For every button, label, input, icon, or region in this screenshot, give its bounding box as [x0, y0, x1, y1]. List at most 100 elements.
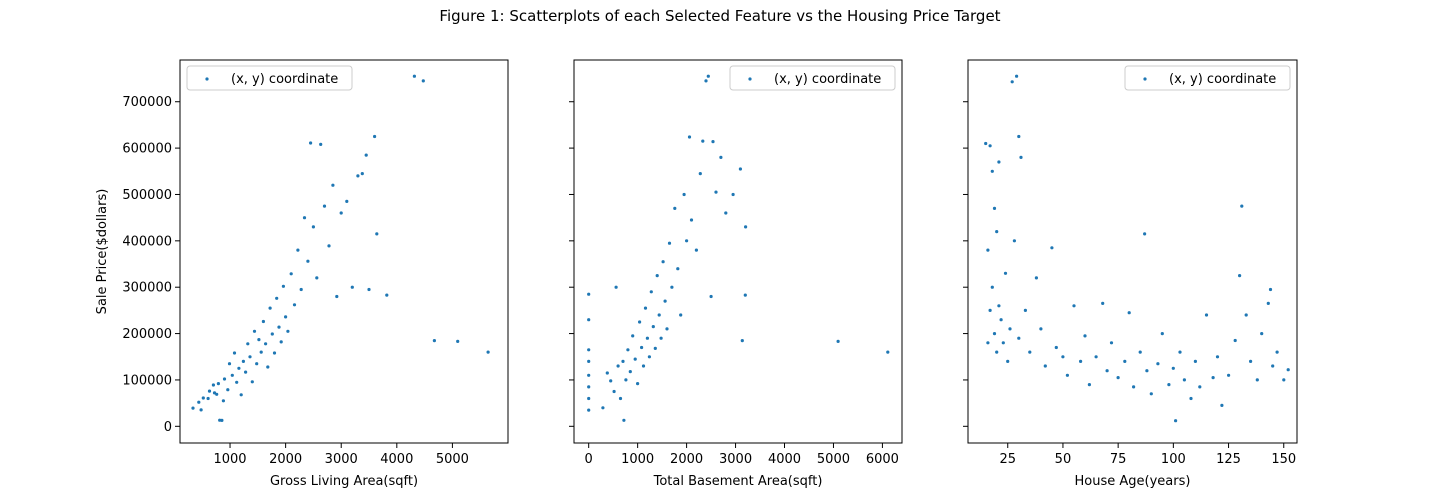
data-point [724, 211, 728, 215]
data-point [1001, 341, 1005, 345]
y-tick-label: 300000 [122, 281, 172, 296]
data-point [237, 366, 241, 370]
x-axis-label: House Age(years) [1075, 474, 1191, 489]
data-point [659, 336, 663, 340]
x-axis-label: Gross Living Area(sqft) [270, 474, 418, 489]
data-point [315, 276, 319, 280]
data-point [1010, 80, 1014, 84]
data-point [992, 206, 997, 210]
data-point [743, 293, 747, 297]
data-point [1167, 383, 1171, 387]
data-point [1039, 327, 1043, 331]
legend: (x, y) coordinate [1124, 65, 1291, 91]
data-point [309, 141, 313, 145]
data-point [995, 350, 999, 354]
data-point [319, 142, 323, 146]
chart-panel-3: 25 50 75 100 125 150 House Age(years) (x, y) co… [963, 59, 1298, 489]
data-point [655, 274, 659, 278]
data-point [335, 294, 339, 299]
x-tick-label: 50 [1055, 452, 1072, 467]
data-point [616, 364, 620, 368]
data-point [1286, 368, 1290, 372]
data-point [1182, 378, 1186, 382]
figure-title: Figure 1: Scatterplots of each Selected … [439, 7, 1001, 25]
data-point [1072, 304, 1076, 308]
data-point [1215, 355, 1220, 359]
y-tick-label: 400000 [122, 234, 172, 249]
legend-label: (x, y) coordinate [774, 72, 881, 87]
plot-frame [573, 59, 903, 444]
x-tick-label: 25 [999, 452, 1016, 467]
data-point [587, 318, 591, 322]
data-point [633, 357, 637, 361]
scatter-points [984, 74, 1290, 423]
data-point [220, 418, 224, 422]
data-point [1050, 246, 1054, 250]
data-point [679, 313, 683, 317]
scatter-points [191, 74, 490, 422]
data-point [711, 140, 715, 144]
data-point [663, 299, 667, 303]
data-point [1266, 301, 1270, 305]
data-point [1019, 155, 1023, 159]
data-point [277, 325, 281, 329]
data-point [647, 355, 652, 359]
x-tick-label: 150 [1271, 452, 1296, 467]
data-point [628, 370, 632, 374]
data-point [731, 192, 735, 197]
data-point [714, 190, 718, 194]
legend: (x, y) coordinate [729, 65, 896, 91]
data-point [227, 362, 232, 366]
data-point [986, 248, 990, 252]
data-point [587, 396, 591, 401]
data-point [740, 339, 744, 343]
data-point [327, 244, 331, 248]
x-tick-label: 3000 [325, 452, 358, 467]
data-point [698, 172, 702, 176]
data-point [201, 396, 205, 400]
plot-frame [179, 59, 509, 444]
data-point [704, 79, 708, 83]
data-point [624, 378, 628, 382]
data-point [988, 308, 992, 312]
data-point [665, 327, 669, 331]
legend-box [186, 65, 353, 91]
data-point [1079, 359, 1083, 363]
data-point [339, 211, 343, 215]
data-point [250, 380, 254, 384]
data-point [618, 396, 623, 401]
data-point [1012, 239, 1017, 243]
data-point [1043, 364, 1047, 368]
data-point [612, 389, 616, 394]
data-point [738, 167, 743, 171]
plot-frame [967, 59, 1298, 444]
data-point [1189, 396, 1193, 401]
data-point [997, 304, 1001, 308]
data-point [886, 350, 890, 354]
data-point [331, 183, 335, 187]
data-point [215, 392, 219, 396]
data-point [682, 192, 686, 197]
data-point [1061, 355, 1065, 359]
data-point [706, 74, 710, 78]
data-point [997, 160, 1001, 164]
x-tick-label: 2000 [670, 452, 703, 467]
data-point [685, 239, 689, 243]
data-point [636, 382, 640, 386]
data-point [1178, 350, 1182, 354]
data-point [191, 406, 195, 410]
data-point [281, 284, 285, 288]
data-point [631, 334, 635, 338]
data-point [622, 418, 626, 422]
data-point [587, 292, 591, 296]
data-point [1204, 313, 1209, 317]
data-point [1268, 287, 1273, 292]
data-point [364, 153, 368, 157]
legend-marker [1143, 77, 1147, 81]
data-point [984, 141, 988, 146]
data-point [241, 359, 245, 363]
data-point [1015, 74, 1019, 78]
x-tick-label: 5000 [436, 452, 469, 467]
data-point [701, 139, 705, 143]
data-point [235, 380, 239, 384]
